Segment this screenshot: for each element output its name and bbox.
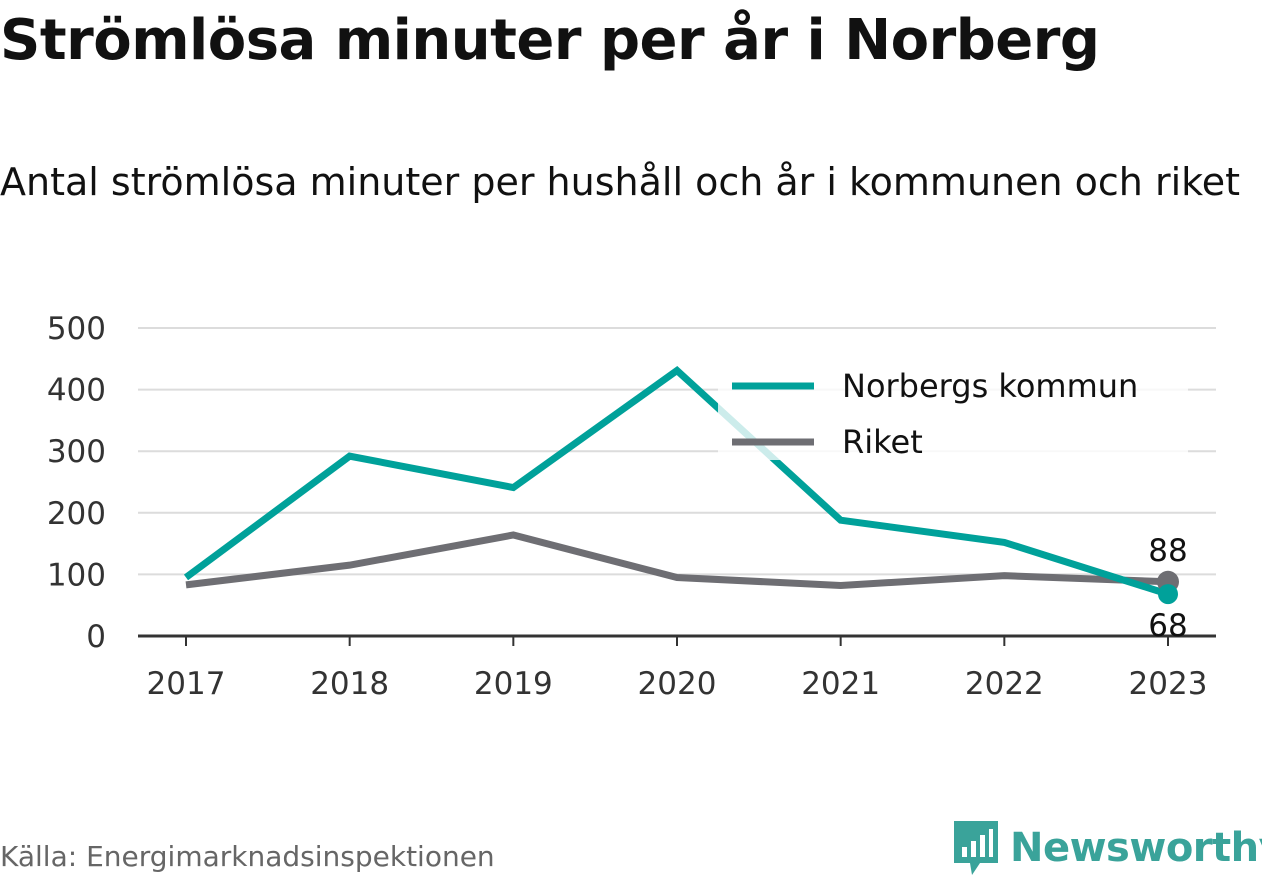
newsworthy-logo: Newsworthy xyxy=(950,818,1262,878)
y-tick-label: 400 xyxy=(47,373,106,409)
x-tick-label: 2021 xyxy=(801,666,880,702)
legend-label: Riket xyxy=(842,423,923,461)
chart-subtitle: Antal strömlösa minuter per hushåll och … xyxy=(0,160,1241,204)
series-line-riket xyxy=(185,531,1169,589)
legend-label: Norbergs kommun xyxy=(842,367,1138,405)
y-tick-label: 500 xyxy=(47,311,106,347)
x-tick-label: 2017 xyxy=(147,666,226,702)
newsworthy-logo-icon xyxy=(954,821,998,875)
source-note: Källa: Energimarknadsinspektionen xyxy=(0,840,495,873)
y-tick-label: 0 xyxy=(86,619,106,655)
series-line-norbergs-kommun xyxy=(183,366,1170,598)
y-tick-label: 300 xyxy=(47,434,106,470)
x-tick-label: 2022 xyxy=(965,666,1044,702)
brand-name: Newsworthy xyxy=(1010,825,1262,871)
end-marker-norbergs-kommun xyxy=(1158,584,1178,605)
y-tick-label: 100 xyxy=(47,557,106,593)
data-label-norbergs-kommun: 68 xyxy=(1148,608,1187,644)
x-tick-label: 2020 xyxy=(638,666,717,702)
x-tick-label: 2019 xyxy=(474,666,553,702)
y-tick-label: 200 xyxy=(47,496,106,532)
x-tick-label: 2023 xyxy=(1129,666,1208,702)
data-label-riket: 88 xyxy=(1148,533,1187,569)
chart-title: Strömlösa minuter per år i Norberg xyxy=(0,8,1100,73)
x-tick-label: 2018 xyxy=(310,666,389,702)
